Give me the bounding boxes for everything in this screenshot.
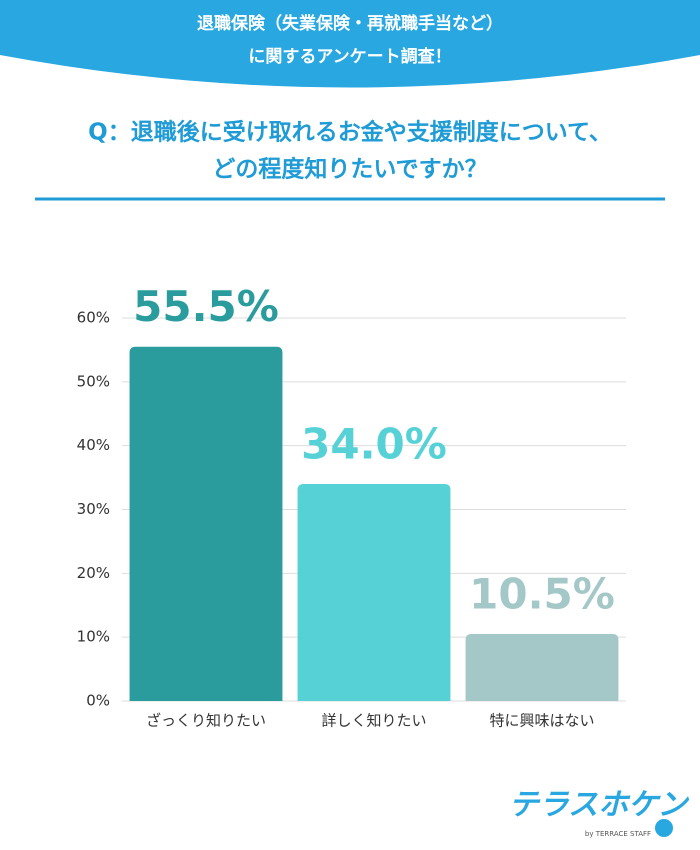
y-tick-label: 10%: [77, 628, 110, 646]
bar: [297, 483, 451, 701]
bar: [129, 346, 283, 701]
y-tick-label: 30%: [77, 500, 110, 518]
plot: 0% 10% 20% 30% 40% 50% 60% ざっくり知りたい 55.5% 詳しく知りたい…: [77, 282, 626, 730]
question-line: Q：退職後に受け取れるお金や支援制度について、: [88, 119, 612, 146]
logo-by: by TERRACE STAFF: [585, 830, 651, 838]
x-tick-label: ざっくり知りたい: [146, 712, 266, 730]
value-label: 34.0%: [301, 419, 447, 468]
y-tick-label: 60%: [77, 309, 110, 327]
y-tick-label: 20%: [77, 564, 110, 582]
x-tick-label: 詳しく知りたい: [321, 712, 426, 730]
header-line: に関するアンケート調査！: [248, 46, 451, 67]
y-tick-label: 40%: [77, 436, 110, 454]
x-tick-label: 特に興味はない: [489, 712, 594, 730]
logo-name: テラスホケン: [509, 788, 689, 823]
value-label: 55.5%: [133, 282, 279, 331]
bar: [465, 633, 619, 701]
y-tick-label: 50%: [77, 372, 110, 390]
header-line: 退職保険（失業保険・再就職手当など）: [197, 13, 503, 34]
logo-icon: [655, 819, 673, 837]
value-label: 10.5%: [469, 569, 615, 618]
question-line: どの程度知りたいですか？: [212, 156, 487, 183]
header-banner: [0, 0, 700, 88]
y-tick-label: 0%: [86, 692, 110, 710]
